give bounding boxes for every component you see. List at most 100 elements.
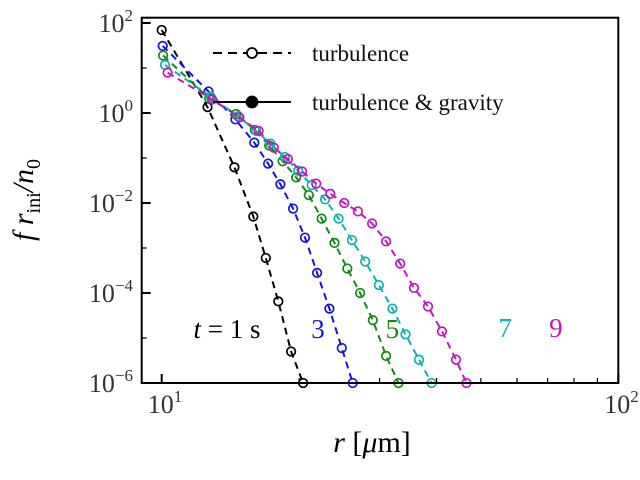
annotation-token: 7 [498, 313, 512, 343]
data-point-marker [436, 326, 448, 337]
tick-exponent: 2 [125, 6, 134, 25]
annotation-token: t [194, 314, 203, 344]
data-point-marker [207, 94, 218, 105]
annotation-token: = 1 s [201, 314, 260, 344]
x-tick-label: 101 [148, 387, 183, 419]
label-token: r [333, 426, 345, 459]
data-point-marker [360, 256, 371, 267]
data-point-marker [352, 206, 364, 217]
data-point-marker [285, 346, 297, 357]
data-point-marker [296, 166, 308, 177]
annotation-token: 9 [549, 313, 563, 343]
data-point-marker [287, 203, 299, 214]
data-point-marker [450, 354, 462, 365]
series-line [164, 64, 433, 384]
legend-label: turbulence [312, 41, 409, 66]
data-point-marker [324, 303, 335, 314]
data-point-marker [248, 211, 259, 222]
tick-mantissa: 10 [89, 369, 115, 398]
data-point-marker [157, 50, 169, 61]
tick-exponent: 1 [174, 387, 183, 406]
data-point-marker [162, 67, 173, 78]
data-point-marker [232, 111, 244, 122]
tick-mantissa: 10 [89, 279, 115, 308]
data-point-marker [367, 314, 378, 326]
data-point-marker [299, 232, 311, 243]
data-point-marker [380, 236, 392, 247]
data-point-marker [249, 137, 260, 148]
data-point-marker [275, 179, 286, 190]
data-point-marker [291, 172, 302, 183]
y-tick-label: 10−2 [89, 186, 133, 218]
x-axis-label: r [μm] [333, 426, 411, 459]
data-point-marker [293, 165, 304, 176]
time-label-1s: t = 1 s [194, 314, 261, 344]
data-point-marker [282, 153, 294, 165]
legend: turbulence turbulence & gravity [213, 41, 504, 115]
data-point-marker [387, 303, 398, 314]
data-point-marker [342, 263, 353, 274]
y-axis-label: f rini/n0 [7, 159, 45, 241]
tick-mantissa: 10 [89, 189, 115, 218]
data-point-marker [229, 162, 240, 173]
ticks-group [141, 22, 620, 384]
data-point-marker [400, 329, 411, 340]
data-point-marker [156, 24, 167, 36]
legend-marker [245, 95, 259, 109]
tick-mantissa: 10 [604, 390, 630, 419]
data-point-marker [373, 279, 385, 291]
legend-entry-turbulence-gravity: turbulence & gravity [213, 90, 504, 115]
tick-exponent: −4 [115, 276, 134, 295]
tick-mantissa: 10 [99, 9, 125, 38]
legend-label: turbulence & gravity [312, 90, 504, 115]
data-point-marker [336, 342, 347, 354]
x-tick-label: 102 [604, 387, 639, 419]
y-tick-label: 102 [99, 6, 134, 38]
series-group [156, 24, 472, 388]
data-point-marker [333, 213, 344, 224]
label-token: μ [361, 426, 377, 459]
annotation-token: 3 [311, 314, 325, 344]
data-point-marker [329, 237, 340, 249]
tick-mantissa: 10 [99, 99, 125, 128]
label-token: [ [345, 426, 363, 459]
data-point-marker [234, 112, 245, 123]
series-1 [157, 40, 358, 388]
data-point-marker [311, 178, 322, 189]
series-0 [156, 24, 309, 388]
data-point-marker [413, 354, 425, 365]
time-label-3s: 3 [311, 314, 325, 344]
data-point-marker [268, 142, 279, 153]
data-point-marker [380, 350, 392, 362]
annotations-group: t = 1 s 3 5 7 9 [194, 313, 563, 344]
time-label-5s: 5 [386, 314, 400, 344]
tick-mantissa: 10 [148, 390, 174, 419]
data-point-marker [422, 301, 434, 312]
data-point-marker [311, 267, 323, 279]
series-line [167, 71, 468, 384]
tick-exponent: 0 [125, 96, 134, 115]
tick-exponent: 2 [630, 387, 639, 406]
label-token: 0 [23, 159, 45, 169]
y-tick-label: 100 [99, 96, 134, 128]
series-line [161, 45, 354, 384]
label-token: m] [377, 426, 410, 459]
series-4 [162, 67, 472, 388]
label-token: ini [23, 192, 45, 214]
data-point-marker [157, 40, 168, 52]
y-tick-label: 10−4 [89, 276, 134, 308]
data-point-marker [260, 252, 271, 264]
data-point-marker [262, 158, 274, 169]
data-point-marker [316, 213, 327, 224]
data-point-marker [346, 234, 358, 246]
data-point-marker [354, 287, 366, 299]
data-point-marker [319, 194, 331, 205]
annotation-token: 5 [386, 314, 400, 344]
data-point-marker [325, 188, 336, 199]
series-3 [159, 59, 437, 388]
data-point-marker [395, 258, 406, 269]
data-point-marker [253, 125, 264, 137]
tick-exponent: −6 [115, 366, 133, 385]
data-point-marker [273, 296, 284, 307]
legend-marker [246, 47, 258, 59]
